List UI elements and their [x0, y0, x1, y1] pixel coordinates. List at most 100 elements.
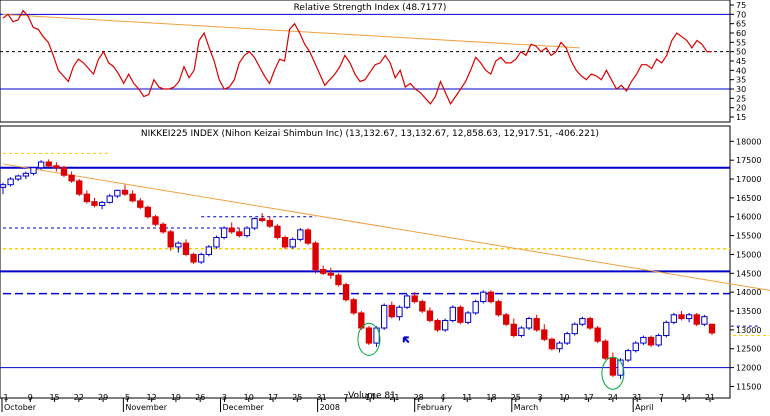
rsi-y-tick-label: 20: [736, 104, 746, 113]
candle-body: [632, 342, 639, 352]
arrow-icon: [402, 336, 410, 344]
candle-body: [678, 314, 685, 320]
candle-body: [495, 301, 502, 316]
rsi-series-line: [2, 9, 712, 106]
candle-body: [563, 333, 571, 344]
candle-body: [220, 227, 228, 238]
candle-body: [159, 223, 167, 233]
candle-body: [281, 236, 289, 248]
price-y-tick-label: 15000: [736, 250, 761, 259]
candle-body: [350, 299, 357, 314]
candle-body: [251, 218, 258, 229]
candle-body: [91, 201, 98, 206]
x-day-label: 19: [171, 393, 181, 402]
candle-body: [342, 284, 350, 301]
candle-body: [320, 269, 327, 274]
x-day-label: 21: [705, 393, 715, 402]
price-panel: NIKKEI225 INDEX (Nihon Keizai Shimbun In…: [0, 125, 770, 399]
x-day-label: 22: [74, 393, 84, 402]
candle-body: [708, 323, 716, 334]
x-day-label: 5: [125, 393, 130, 402]
candle-body: [457, 306, 464, 323]
candle-body: [259, 218, 266, 222]
price-y-tick-label: 13000: [736, 326, 761, 335]
x-day-label: 31: [316, 393, 326, 402]
x-day-label: 14: [365, 393, 375, 402]
candle-body: [510, 323, 517, 337]
candle-body: [594, 327, 601, 342]
candle-body: [525, 318, 533, 329]
candle-body: [602, 340, 609, 359]
x-day-label: 31: [632, 393, 642, 402]
candle-body: [335, 274, 342, 286]
x-day-label: 28: [414, 393, 424, 402]
rsi-frame: [0, 0, 731, 123]
candle-body: [487, 291, 495, 303]
x-month-label: December: [222, 403, 264, 412]
rsi-y-tick-label: 45: [736, 57, 746, 66]
x-day-label: 17: [584, 393, 594, 402]
rsi-y-tick-label: 30: [736, 85, 746, 94]
rsi-y-tick-label: 25: [736, 94, 746, 103]
candle-body: [190, 253, 197, 263]
candle-body: [297, 229, 304, 240]
candle-body: [571, 323, 578, 335]
candle-body: [68, 174, 75, 182]
rsi-y-tick-label: 65: [736, 20, 746, 29]
candle-body: [22, 172, 30, 177]
candle-body: [663, 321, 670, 337]
x-day-label: 7: [659, 393, 664, 402]
x-month-label: April: [635, 403, 653, 412]
rsi-trend-line: [2, 13, 580, 49]
candle-body: [0, 184, 7, 188]
candle-body: [60, 167, 68, 176]
candle-body: [449, 306, 456, 321]
candle-body: [129, 193, 136, 202]
x-day-label: 3: [222, 393, 227, 402]
candle-body: [228, 227, 235, 233]
candle-body: [480, 291, 487, 303]
candle-body: [45, 161, 52, 167]
rsi-panel: Relative Strength Index (48.7177) 152025…: [0, 0, 746, 123]
x-day-label: 24: [608, 393, 618, 402]
candle-body: [541, 329, 548, 340]
x-day-label: 29: [98, 393, 108, 402]
volume-label: Volume 81: [348, 391, 396, 401]
candle-body: [533, 318, 540, 331]
price-trend-line: [2, 163, 770, 291]
x-day-label: 7: [343, 393, 348, 402]
candle-body: [53, 165, 60, 169]
candle-body: [685, 314, 693, 320]
candle-body: [205, 246, 213, 255]
candle-body: [83, 193, 91, 203]
x-day-label: 17: [268, 393, 278, 402]
candle-body: [304, 229, 312, 244]
x-day-label: 18: [486, 393, 496, 402]
candle-body: [640, 336, 647, 344]
candle-body: [655, 335, 662, 346]
candle-body: [198, 253, 205, 263]
rsi-y-tick-label: 40: [736, 66, 746, 75]
rsi-y-tick-label: 60: [736, 29, 746, 38]
x-day-label: 14: [681, 393, 691, 402]
candle-body: [37, 161, 45, 169]
x-month-label: 2008: [320, 403, 340, 412]
candle-body: [289, 238, 296, 248]
candle-body: [693, 314, 700, 325]
price-y-tick-label: 12500: [736, 345, 761, 354]
x-day-label: 25: [292, 393, 302, 402]
price-y-tick-label: 13500: [736, 307, 761, 316]
candle-body: [548, 338, 556, 350]
x-axis: 1 9 15 22 29 5 12 19 26 3 10 17 25 31 7 14 21 28 4 11 18 25 3 1…: [1, 393, 715, 412]
candle-body: [472, 301, 479, 314]
candle-body: [381, 304, 388, 329]
rsi-y-tick-label: 35: [736, 76, 746, 85]
x-day-label: 3: [538, 393, 543, 402]
highlight-circle: [357, 322, 381, 356]
candle-body: [670, 314, 678, 323]
price-y-tick-label: 14000: [736, 288, 761, 297]
x-day-label: 12: [147, 393, 157, 402]
candle-body: [175, 242, 182, 248]
x-month-label: March: [514, 403, 538, 412]
